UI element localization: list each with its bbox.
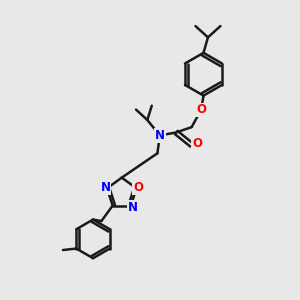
Text: O: O — [196, 103, 206, 116]
Text: N: N — [155, 129, 165, 142]
Text: N: N — [100, 181, 111, 194]
Text: O: O — [192, 137, 202, 150]
Text: O: O — [133, 181, 143, 194]
Text: N: N — [128, 201, 138, 214]
